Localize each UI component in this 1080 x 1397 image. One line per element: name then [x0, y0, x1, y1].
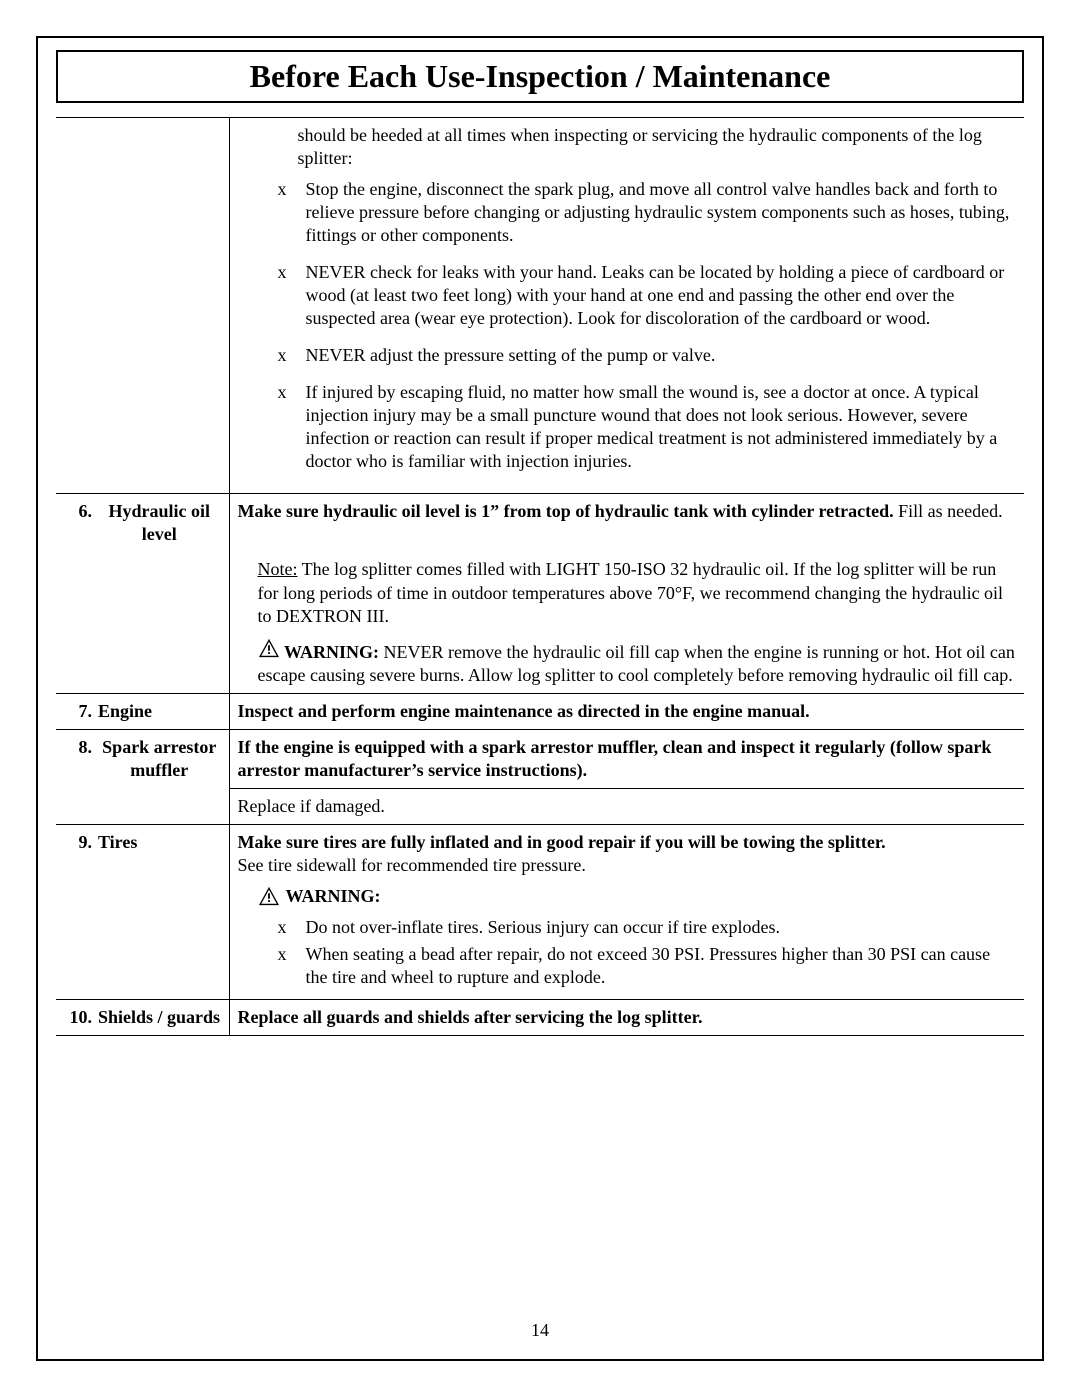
bullet-list: Stop the engine, disconnect the spark pl… [238, 178, 1017, 473]
item-body-cell: If the engine is equipped with a spark a… [229, 729, 1024, 788]
item-name: Engine [98, 700, 221, 723]
list-item: When seating a bead after repair, do not… [278, 943, 1017, 989]
item-number: 9. [64, 831, 98, 854]
table-row: 10. Shields / guards Replace all guards … [56, 999, 1024, 1035]
note-body: The log splitter comes filled with LIGHT… [258, 559, 1004, 625]
item-label-cell: 8. Spark arrestor muffler [56, 729, 229, 824]
list-item: If injured by escaping fluid, no matter … [278, 381, 1017, 473]
bullet-list: Do not over-inflate tires. Serious injur… [238, 916, 1017, 989]
item-name: Tires [98, 831, 221, 854]
sub-text: Replace if damaged. [238, 796, 385, 816]
warning-icon [258, 886, 280, 906]
table-row: should be heeded at all times when inspe… [56, 118, 1024, 494]
title-box: Before Each Use-Inspection / Maintenance [56, 50, 1024, 103]
note-label: Note: [258, 559, 298, 579]
item-number: 6. [64, 500, 98, 546]
item-name: Spark arrestor muffler [98, 736, 221, 782]
warning-label: WARNING: [286, 885, 381, 908]
page-title: Before Each Use-Inspection / Maintenance [250, 58, 831, 94]
item-label-cell [56, 118, 229, 494]
lead-text: Replace all guards and shields after ser… [238, 1007, 703, 1027]
list-item: Do not over-inflate tires. Serious injur… [278, 916, 1017, 939]
list-item: Stop the engine, disconnect the spark pl… [278, 178, 1017, 247]
table-row: Note: The log splitter comes filled with… [56, 552, 1024, 693]
item-body-cell: Replace all guards and shields after ser… [229, 999, 1024, 1035]
item-label-cell: 9. Tires [56, 824, 229, 999]
sub-text: See tire sidewall for recommended tire p… [238, 854, 1017, 877]
item-number: 7. [64, 700, 98, 723]
item-name: Shields / guards [98, 1006, 221, 1029]
item-label-cell: 6. Hydraulic oil level [56, 494, 229, 553]
table-row: 8. Spark arrestor muffler If the engine … [56, 729, 1024, 788]
warning-icon [258, 638, 280, 658]
page: Before Each Use-Inspection / Maintenance… [0, 0, 1080, 1397]
item-number: 8. [64, 736, 98, 782]
item-label-cell: 7. Engine [56, 693, 229, 729]
page-frame: Before Each Use-Inspection / Maintenance… [36, 36, 1044, 1361]
lead-tail: Fill as needed. [894, 501, 1003, 521]
item-body-cell: Note: The log splitter comes filled with… [229, 552, 1024, 693]
item-body-cell: Make sure hydraulic oil level is 1” from… [229, 494, 1024, 553]
table-row: 9. Tires Make sure tires are fully infla… [56, 824, 1024, 999]
table-row: 6. Hydraulic oil level Make sure hydraul… [56, 494, 1024, 553]
page-number: 14 [38, 1320, 1042, 1341]
lead-text: Inspect and perform engine maintenance a… [238, 701, 810, 721]
list-item: NEVER check for leaks with your hand. Le… [278, 261, 1017, 330]
item-body-cell: Inspect and perform engine maintenance a… [229, 693, 1024, 729]
item-body-cell: should be heeded at all times when inspe… [229, 118, 1024, 494]
table-row: 7. Engine Inspect and perform engine mai… [56, 693, 1024, 729]
item-label-cell [56, 552, 229, 693]
warning-label: WARNING: [284, 642, 379, 662]
list-item: NEVER adjust the pressure setting of the… [278, 344, 1017, 367]
maintenance-table: should be heeded at all times when inspe… [56, 117, 1024, 1036]
lead-text: Make sure hydraulic oil level is 1” from… [238, 501, 894, 521]
lead-text: If the engine is equipped with a spark a… [238, 737, 992, 780]
intro-text: should be heeded at all times when inspe… [238, 124, 1017, 170]
item-body-cell: Make sure tires are fully inflated and i… [229, 824, 1024, 999]
item-label-cell: 10. Shields / guards [56, 999, 229, 1035]
item-number: 10. [64, 1006, 98, 1029]
item-body-cell: Replace if damaged. [229, 788, 1024, 824]
lead-text: Make sure tires are fully inflated and i… [238, 832, 886, 852]
item-name: Hydraulic oil level [98, 500, 221, 546]
